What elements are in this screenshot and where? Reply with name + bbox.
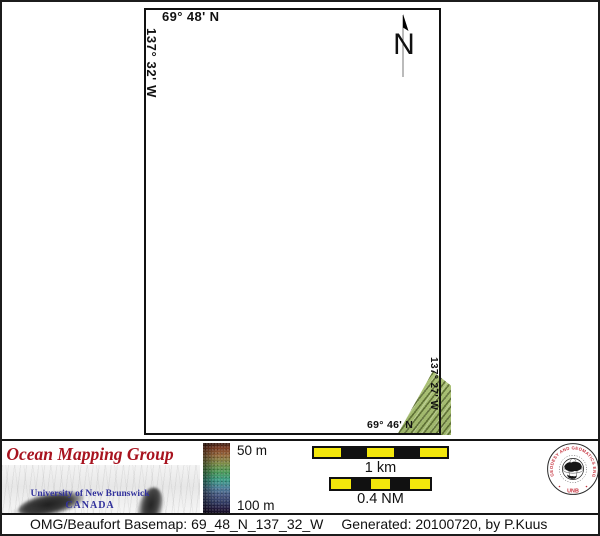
sonar-texture-image bbox=[2, 465, 200, 513]
map-label-right-longitude: 137° 27' W bbox=[428, 357, 439, 411]
university-text: University of New Brunswick bbox=[30, 489, 150, 499]
scalebar-segment bbox=[350, 479, 371, 489]
map-canvas bbox=[144, 8, 441, 435]
basemap-title-text: OMG/Beaufort Basemap: 69_48_N_137_32_W bbox=[30, 516, 324, 532]
colorbar-top-label: 50 m bbox=[237, 443, 268, 458]
scalebar-km-label: 1 km bbox=[364, 460, 397, 476]
north-arrow-icon bbox=[402, 14, 409, 77]
scalebar-segment bbox=[390, 479, 411, 489]
org-name-text: Ocean Mapping Group bbox=[6, 444, 174, 464]
scalebar-segment bbox=[393, 448, 421, 457]
north-arrow-label: N bbox=[393, 28, 415, 61]
scalebar-segment bbox=[370, 479, 391, 489]
footer-divider-bottom bbox=[0, 513, 600, 515]
scalebar-nm-label: 0.4 NM bbox=[357, 491, 404, 507]
omg-logo-block: Ocean Mapping Group University of New Br… bbox=[2, 441, 200, 513]
country-text: CANADA bbox=[65, 500, 115, 511]
scalebar-nm bbox=[329, 477, 432, 491]
depth-colorbar bbox=[203, 443, 230, 513]
map-label-top-latitude: 69° 48' N bbox=[162, 9, 220, 24]
scalebar-segment bbox=[420, 448, 447, 457]
scalebar-segment bbox=[340, 448, 368, 457]
colorbar-bottom-label: 100 m bbox=[237, 498, 275, 513]
status-bar: OMG/Beaufort Basemap: 69_48_N_137_32_W G… bbox=[30, 516, 590, 532]
scalebar-segment bbox=[367, 448, 394, 457]
map-label-left-longitude: 137° 32' W bbox=[144, 28, 159, 98]
generated-info-text: Generated: 20100720, by P.Kuus bbox=[341, 516, 548, 532]
scalebar-segment bbox=[410, 479, 430, 489]
scalebar-segment bbox=[331, 479, 351, 489]
scalebar-segment bbox=[314, 448, 341, 457]
scalebar-km bbox=[312, 446, 449, 459]
seal-unb-text: UNB bbox=[567, 489, 579, 495]
footer-divider-top bbox=[0, 439, 600, 441]
map-label-bottom-latitude: 69° 46' N bbox=[367, 419, 414, 431]
unb-seal-icon: GEODESY AND GEOMATICS ENGINEERING UNB bbox=[546, 441, 599, 495]
